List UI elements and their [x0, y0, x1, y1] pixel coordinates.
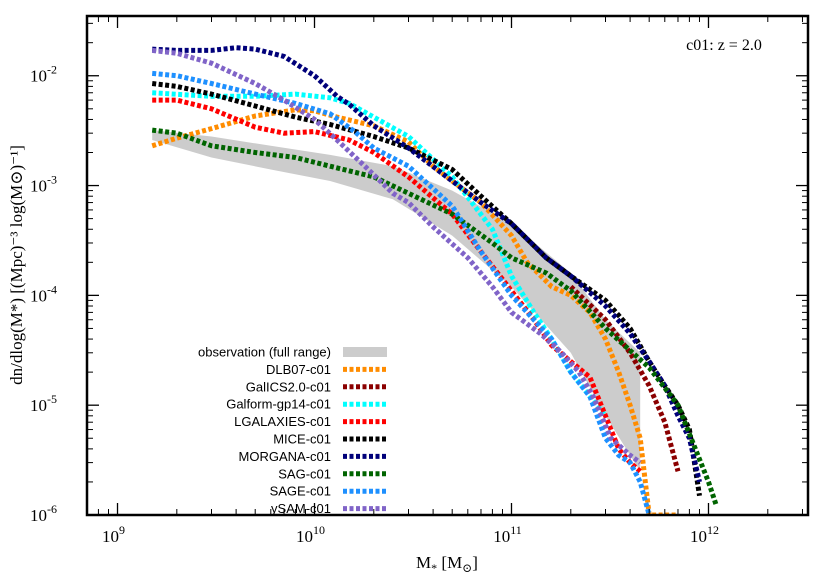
- y-tick-label: 10-5: [30, 392, 57, 415]
- x-tick-label: 1012: [690, 523, 719, 546]
- y-axis-label: dn/dlog(M*) [(Mpc)⁻³ log(M⊙)⁻¹]: [7, 145, 26, 385]
- series-line-sag-c01: [151, 127, 719, 508]
- legend-label: MORGANA-c01: [239, 449, 331, 464]
- legend-label: SAGE-c01: [270, 484, 331, 499]
- y-tick-label: 10-3: [30, 173, 57, 196]
- legend-swatch: [343, 347, 387, 357]
- plot-frame: [85, 14, 810, 517]
- observation-band: [152, 130, 641, 472]
- y-tick-label: 10-2: [30, 63, 57, 86]
- y-tick-label: 10-6: [30, 502, 57, 525]
- legend-label: ySAM-c01: [271, 501, 331, 516]
- series-line-ysam-c01: [151, 47, 642, 465]
- series-line-sage-c01: [151, 70, 652, 515]
- legend-label: LGALAXIES-c01: [234, 414, 331, 429]
- panel-label: c01: z = 2.0: [686, 37, 762, 54]
- legend-label: SAG-c01: [278, 466, 331, 481]
- series-line-mice-c01: [151, 81, 702, 497]
- legend-label: MICE-c01: [273, 432, 331, 447]
- x-tick-label: 109: [102, 523, 125, 546]
- legend-label: Galform-gp14-c01: [226, 397, 331, 412]
- x-tick-label: 1011: [493, 523, 522, 546]
- x-axis-label: M* [M⊙]: [416, 553, 478, 575]
- series-line-galics2-0-c01: [569, 284, 681, 472]
- legend-label: GalICS2.0-c01: [246, 379, 331, 394]
- x-tick-label: 1010: [296, 523, 325, 546]
- legend-label: observation (full range): [198, 345, 331, 360]
- series-line-morgana-c01: [152, 45, 702, 483]
- legend-label: DLB07-c01: [266, 362, 331, 377]
- y-tick-label: 10-4: [30, 282, 57, 305]
- legend: observation (full range) DLB07-c01 GalICS2…: [198, 345, 387, 516]
